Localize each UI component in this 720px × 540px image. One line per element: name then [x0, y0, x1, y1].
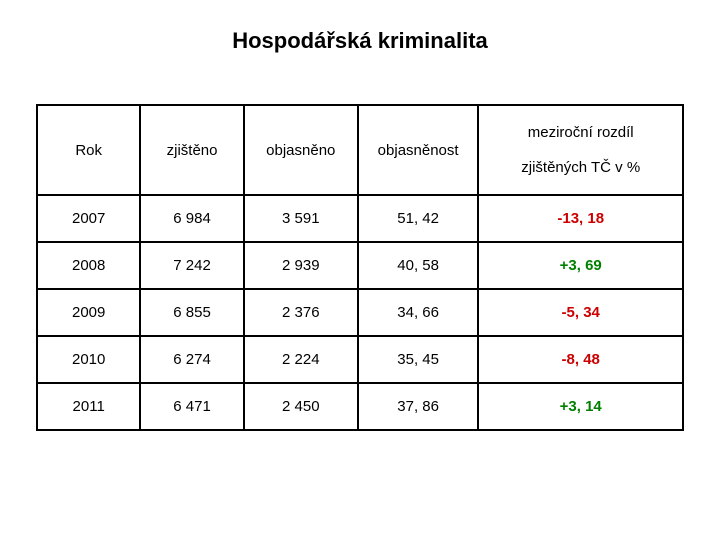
table-row: 2009 6 855 2 376 34, 66 -5, 34: [37, 289, 683, 336]
cell-delta: -5, 34: [478, 289, 683, 336]
cell-objasnenost: 40, 58: [358, 242, 479, 289]
delta-value: -5, 34: [562, 304, 600, 321]
cell-objasnenost: 35, 45: [358, 336, 479, 383]
table-row: 2010 6 274 2 224 35, 45 -8, 48: [37, 336, 683, 383]
cell-objasneno: 2 224: [244, 336, 358, 383]
delta-value: -13, 18: [557, 210, 604, 227]
cell-zjisteno: 6 984: [140, 195, 243, 242]
page-title: Hospodářská kriminalita: [36, 28, 684, 54]
table-row: 2007 6 984 3 591 51, 42 -13, 18: [37, 195, 683, 242]
delta-value: +3, 14: [560, 398, 602, 415]
cell-zjisteno: 7 242: [140, 242, 243, 289]
cell-zjisteno: 6 855: [140, 289, 243, 336]
table-header-row: Rok zjištěno objasněno objasněnost mezir…: [37, 105, 683, 195]
col-header-mezirocni-bot: zjištěných TČ v %: [483, 159, 678, 176]
cell-zjisteno: 6 274: [140, 336, 243, 383]
cell-objasneno: 2 939: [244, 242, 358, 289]
table-row: 2008 7 242 2 939 40, 58 +3, 69: [37, 242, 683, 289]
cell-objasneno: 2 450: [244, 383, 358, 430]
cell-zjisteno: 6 471: [140, 383, 243, 430]
cell-objasnenost: 34, 66: [358, 289, 479, 336]
cell-objasneno: 3 591: [244, 195, 358, 242]
col-header-objasnenost: objasněnost: [358, 105, 479, 195]
table-body: 2007 6 984 3 591 51, 42 -13, 18 2008 7 2…: [37, 195, 683, 430]
cell-delta: +3, 69: [478, 242, 683, 289]
cell-rok: 2011: [37, 383, 140, 430]
col-header-mezirocni: meziroční rozdíl zjištěných TČ v %: [478, 105, 683, 195]
delta-value: +3, 69: [560, 257, 602, 274]
col-header-rok: Rok: [37, 105, 140, 195]
cell-delta: -13, 18: [478, 195, 683, 242]
cell-rok: 2009: [37, 289, 140, 336]
crime-table: Rok zjištěno objasněno objasněnost mezir…: [36, 104, 684, 431]
cell-objasneno: 2 376: [244, 289, 358, 336]
col-header-mezirocni-top: meziroční rozdíl: [483, 124, 678, 141]
cell-objasnenost: 37, 86: [358, 383, 479, 430]
col-header-objasneno: objasněno: [244, 105, 358, 195]
page: Hospodářská kriminalita Rok zjištěno obj…: [0, 0, 720, 540]
cell-rok: 2010: [37, 336, 140, 383]
table-row: 2011 6 471 2 450 37, 86 +3, 14: [37, 383, 683, 430]
cell-objasnenost: 51, 42: [358, 195, 479, 242]
cell-delta: -8, 48: [478, 336, 683, 383]
col-header-zjisteno: zjištěno: [140, 105, 243, 195]
delta-value: -8, 48: [562, 351, 600, 368]
cell-rok: 2007: [37, 195, 140, 242]
cell-delta: +3, 14: [478, 383, 683, 430]
cell-rok: 2008: [37, 242, 140, 289]
